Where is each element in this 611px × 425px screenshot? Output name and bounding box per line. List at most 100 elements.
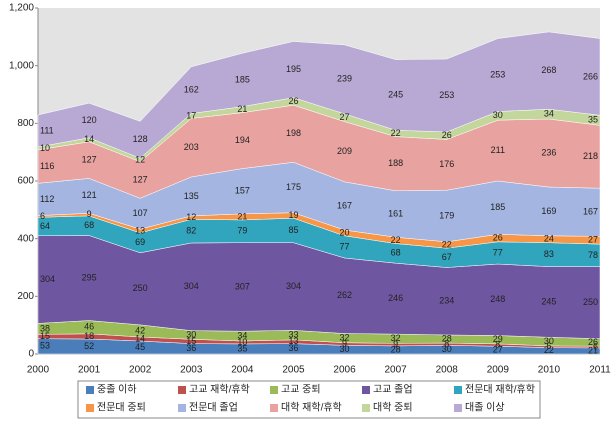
data-label: 161 — [388, 208, 403, 218]
data-label: 32 — [391, 333, 401, 343]
y-tick-label: 600 — [17, 176, 34, 187]
x-tick-label: 2008 — [436, 365, 459, 376]
data-label: 68 — [391, 248, 401, 258]
data-label: 307 — [235, 281, 250, 291]
data-label: 245 — [388, 89, 403, 99]
data-label: 22 — [544, 345, 554, 355]
data-label: 6 — [546, 341, 551, 351]
data-label: 304 — [184, 281, 199, 291]
data-label: 9 — [87, 209, 92, 219]
data-label: 120 — [82, 115, 97, 125]
data-label: 253 — [439, 90, 454, 100]
legend-swatch — [270, 404, 278, 412]
data-label: 6 — [40, 211, 45, 221]
legend-swatch — [86, 386, 94, 394]
data-label: 28 — [391, 344, 401, 354]
y-tick-label: 800 — [17, 118, 34, 129]
x-tick-label: 2005 — [282, 365, 305, 376]
data-label: 26 — [588, 337, 598, 347]
x-tick-label: 2007 — [385, 365, 408, 376]
data-label: 8 — [495, 339, 500, 349]
legend-box — [77, 380, 541, 419]
x-tick-label: 2001 — [78, 365, 101, 376]
data-label: 12 — [135, 154, 145, 164]
legend-label: 전문대 재학/휴학 — [465, 384, 535, 396]
data-label: 188 — [388, 158, 403, 168]
data-label: 175 — [286, 182, 301, 192]
legend-swatch — [362, 404, 370, 412]
data-label: 77 — [340, 241, 350, 251]
data-label: 19 — [288, 210, 298, 220]
data-label: 239 — [337, 74, 352, 84]
legend-swatch — [270, 386, 278, 394]
data-label: 45 — [135, 342, 145, 352]
data-label: 194 — [235, 135, 250, 145]
data-label: 15 — [186, 336, 196, 346]
data-label: 107 — [133, 208, 148, 218]
data-label: 79 — [237, 226, 247, 236]
data-label: 17 — [186, 110, 196, 120]
data-label: 162 — [184, 85, 199, 95]
data-label: 10 — [237, 337, 247, 347]
data-label: 21 — [237, 104, 247, 114]
data-label: 30 — [340, 344, 350, 354]
data-label: 30 — [442, 344, 452, 354]
data-label: 157 — [235, 186, 250, 196]
legend-label: 대학 중퇴 — [373, 402, 413, 414]
data-label: 112 — [40, 194, 54, 204]
data-label: 21 — [588, 345, 598, 355]
legend-swatch — [86, 404, 94, 412]
data-label: 38 — [40, 323, 50, 333]
legend-label: 중졸 이하 — [97, 383, 137, 396]
y-tick-label: 200 — [17, 291, 34, 302]
data-label: 250 — [133, 283, 148, 293]
legend-swatch — [178, 404, 186, 412]
legend-label: 대학 재학/휴학 — [281, 402, 342, 414]
data-label: 22 — [391, 235, 401, 245]
x-tick-label: 2000 — [27, 365, 50, 376]
data-label: 42 — [135, 325, 145, 335]
data-label: 28 — [442, 333, 452, 343]
data-label: 9 — [393, 339, 398, 349]
data-label: 36 — [288, 343, 298, 353]
legend-label: 전문대 중퇴 — [97, 402, 146, 414]
data-label: 32 — [340, 333, 350, 343]
data-label: 127 — [82, 154, 97, 164]
data-label: 176 — [439, 159, 454, 169]
data-label: 22 — [442, 239, 452, 249]
data-label: 135 — [184, 191, 199, 201]
data-label: 46 — [84, 322, 94, 332]
data-label: 268 — [541, 65, 556, 75]
data-label: 21 — [237, 211, 247, 221]
data-label: 304 — [286, 281, 301, 291]
data-label: 262 — [337, 290, 352, 300]
data-label: 253 — [490, 69, 505, 79]
y-tick-label: 1,000 — [9, 60, 34, 71]
data-label: 27 — [493, 344, 503, 354]
legend-label: 대졸 이상 — [465, 402, 505, 414]
x-tick-label: 2003 — [180, 365, 203, 376]
data-label: 116 — [40, 161, 54, 171]
data-label: 250 — [583, 297, 598, 307]
data-label: 24 — [544, 234, 554, 244]
legend-swatch — [178, 386, 186, 394]
data-label: 179 — [439, 210, 454, 220]
legend-swatch — [454, 404, 462, 412]
data-label: 198 — [286, 128, 301, 138]
y-tick-label: 0 — [28, 349, 34, 360]
data-label: 9 — [342, 338, 347, 348]
data-label: 12 — [186, 212, 196, 222]
data-label: 30 — [186, 329, 196, 339]
data-label: 52 — [84, 341, 94, 351]
data-label: 85 — [288, 225, 298, 235]
data-label: 167 — [583, 207, 598, 217]
data-label: 18 — [84, 331, 94, 341]
data-label: 211 — [491, 145, 505, 155]
data-label: 8 — [444, 339, 449, 349]
legend-label: 고교 중퇴 — [281, 384, 321, 396]
data-label: 203 — [184, 142, 199, 152]
data-label: 169 — [541, 206, 556, 216]
data-label: 67 — [442, 252, 452, 262]
data-label: 78 — [588, 250, 598, 260]
